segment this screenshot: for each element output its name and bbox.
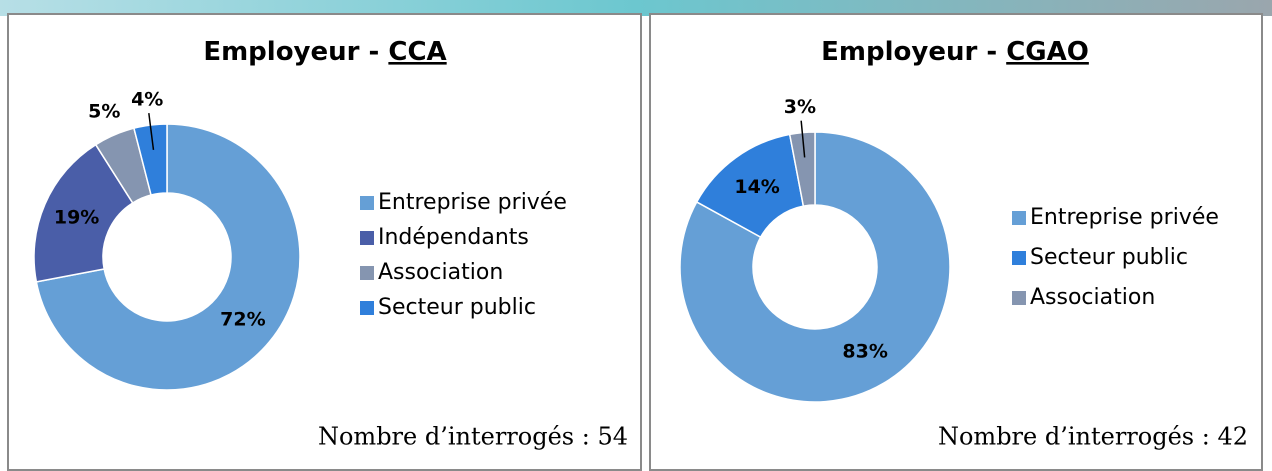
- legend-label: Association: [1030, 285, 1155, 310]
- leader-line: [800, 120, 806, 158]
- legend-label: Secteur public: [378, 295, 536, 320]
- legend-label: Entreprise privée: [378, 190, 567, 215]
- legend-swatch: [360, 231, 374, 245]
- donut-segment: [133, 123, 168, 196]
- annotation: Nombre d’interrogés : 42: [938, 423, 1248, 451]
- legend-swatch: [360, 301, 374, 315]
- legend-swatch: [1012, 211, 1026, 225]
- title-text: Employeur -: [821, 37, 997, 67]
- data-label: 72%: [220, 308, 265, 330]
- donut-segment: [788, 131, 816, 207]
- data-label: 3%: [784, 96, 816, 118]
- legend-label: Association: [378, 260, 503, 285]
- legend-swatch: [360, 266, 374, 280]
- panel: [7, 13, 642, 471]
- donut-segment: [33, 143, 134, 283]
- title-group: CCA: [388, 37, 446, 67]
- data-label: 5%: [88, 100, 120, 122]
- legend-label: Secteur public: [1030, 245, 1188, 270]
- data-label: 14%: [734, 176, 779, 198]
- data-label: 83%: [842, 340, 887, 362]
- header-strip: [0, 0, 1272, 16]
- title-text: Employeur -: [203, 37, 379, 67]
- legend-swatch: [360, 196, 374, 210]
- data-label: 19%: [54, 206, 99, 228]
- annotation: Nombre d’interrogés : 54: [318, 423, 628, 451]
- legend-swatch: [1012, 251, 1026, 265]
- legend-label: Entreprise privée: [1030, 205, 1219, 230]
- donut-segment: [679, 131, 951, 403]
- legend-label: Indépendants: [378, 225, 529, 250]
- legend-swatch: [1012, 291, 1026, 305]
- donut-segment: [35, 123, 301, 391]
- data-label: 4%: [131, 89, 163, 111]
- chart-title: Employeur - CCA: [203, 37, 446, 67]
- leader-line: [148, 113, 155, 150]
- title-group: CGAO: [1006, 37, 1089, 67]
- chart-title: Employeur - CGAO: [821, 37, 1089, 67]
